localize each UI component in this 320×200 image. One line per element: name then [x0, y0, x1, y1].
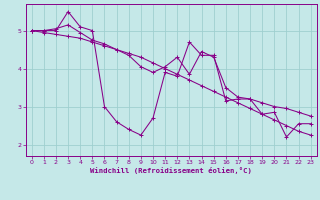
X-axis label: Windchill (Refroidissement éolien,°C): Windchill (Refroidissement éolien,°C) [90, 167, 252, 174]
